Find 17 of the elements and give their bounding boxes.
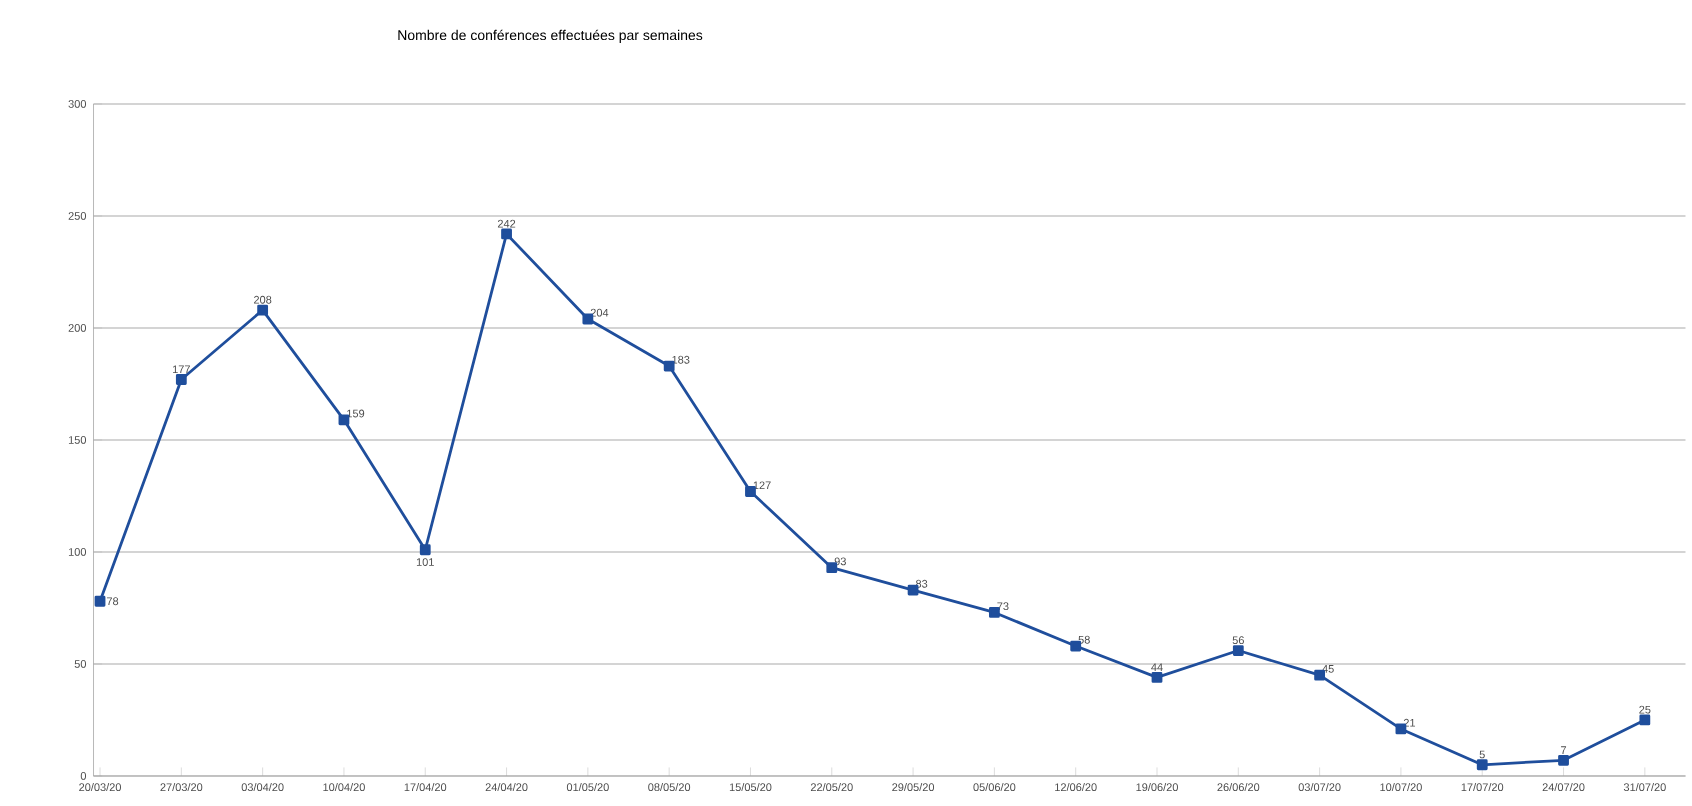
point [338, 414, 350, 426]
point [988, 607, 1000, 618]
point [1558, 754, 1569, 766]
point [663, 360, 675, 372]
point [501, 228, 512, 240]
point [582, 313, 594, 325]
point [175, 374, 187, 385]
point [257, 304, 269, 316]
point [1395, 723, 1407, 735]
point [1232, 645, 1244, 656]
point [1639, 714, 1651, 726]
point [419, 544, 431, 556]
point [1151, 672, 1163, 683]
point [94, 595, 106, 607]
point [907, 584, 919, 596]
point [745, 486, 756, 497]
point [1476, 759, 1488, 771]
